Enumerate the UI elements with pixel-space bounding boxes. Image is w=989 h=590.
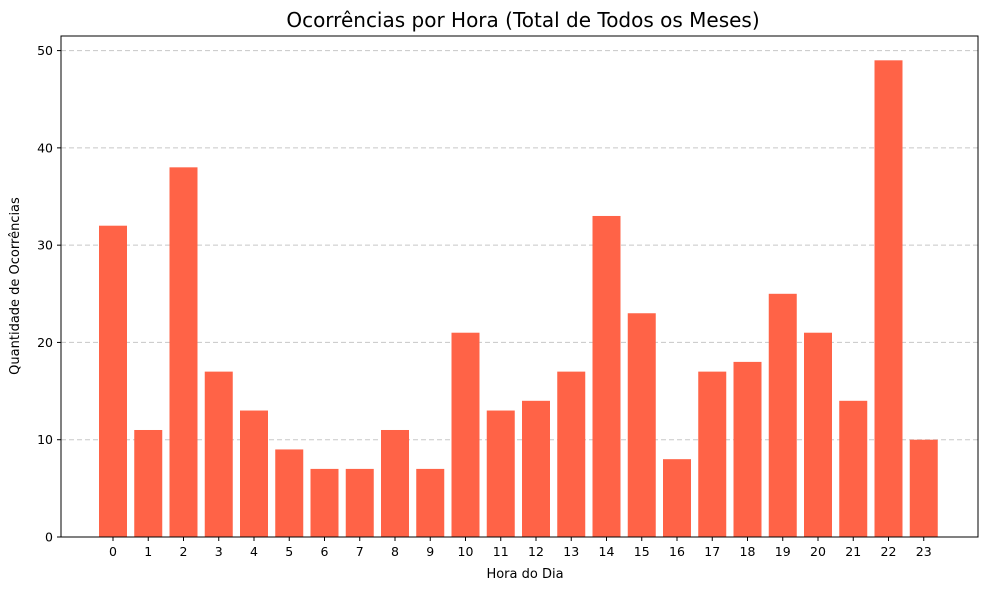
- x-tick-label: 6: [321, 544, 329, 559]
- x-tick-label: 8: [391, 544, 399, 559]
- bar-7: [345, 468, 374, 537]
- x-tick-label: 9: [426, 544, 434, 559]
- y-tick-label: 30: [37, 238, 53, 253]
- x-tick-label: 13: [563, 544, 579, 559]
- bar-12: [522, 400, 550, 537]
- bar-15: [627, 313, 656, 537]
- chart-title: Ocorrências por Hora (Total de Todos os …: [286, 8, 759, 32]
- bar-6: [310, 468, 339, 537]
- x-tick-label: 10: [458, 544, 474, 559]
- bar-10: [451, 332, 480, 537]
- y-tick-label: 10: [37, 432, 53, 447]
- x-tick-label: 20: [810, 544, 826, 559]
- bar-2: [169, 167, 198, 538]
- x-tick-label: 18: [740, 544, 756, 559]
- x-tick-label: 11: [493, 544, 509, 559]
- bar-1: [134, 429, 163, 537]
- bar-11: [486, 410, 515, 537]
- bar-20: [804, 332, 832, 537]
- bar-5: [275, 449, 304, 537]
- y-axis-label: Quantidade de Ocorrências: [8, 197, 23, 375]
- y-axis-ticks: 0 10 20 30 40 50: [37, 43, 61, 545]
- x-axis-label: Hora do Dia: [486, 567, 563, 582]
- y-tick-label: 0: [45, 530, 53, 545]
- x-tick-label: 5: [285, 544, 293, 559]
- x-tick-label: 17: [704, 544, 720, 559]
- y-tick-label: 40: [37, 140, 53, 155]
- x-tick-label: 1: [144, 544, 152, 559]
- bar-8: [381, 429, 409, 537]
- bar-22: [874, 60, 903, 538]
- bar-16: [663, 459, 691, 537]
- bar-4: [240, 410, 268, 537]
- bar-19: [768, 293, 797, 537]
- x-tick-label: 7: [356, 544, 364, 559]
- x-tick-label: 16: [669, 544, 685, 559]
- plot-frame: [60, 35, 979, 538]
- x-tick-label: 22: [881, 544, 897, 559]
- x-tick-label: 3: [215, 544, 223, 559]
- x-tick-label: 19: [775, 544, 791, 559]
- x-tick-label: 2: [180, 544, 188, 559]
- bar-14: [592, 215, 621, 537]
- bar-23: [909, 439, 938, 537]
- x-tick-label: 14: [599, 544, 615, 559]
- bar-17: [698, 371, 727, 537]
- y-tick-label: 20: [37, 335, 53, 350]
- x-tick-label: 23: [916, 544, 932, 559]
- x-axis-ticks: 0 1 2 3 4 5 6 7 8 9 10 11 12 13 14 15 16 17 18 19 20 21 22 23: [109, 537, 932, 559]
- bar-13: [557, 371, 586, 537]
- x-tick-label: 15: [634, 544, 650, 559]
- x-tick-label: 21: [845, 544, 861, 559]
- x-tick-label: 4: [250, 544, 258, 559]
- bars: [99, 60, 938, 538]
- bar-21: [839, 400, 868, 537]
- y-tick-label: 50: [37, 43, 53, 58]
- bar-18: [733, 361, 762, 537]
- bar-9: [416, 468, 445, 537]
- y-gridlines: [61, 50, 978, 441]
- bar-3: [204, 371, 233, 537]
- bar-0: [99, 225, 127, 537]
- x-tick-label: 12: [528, 544, 544, 559]
- x-tick-label: 0: [109, 544, 117, 559]
